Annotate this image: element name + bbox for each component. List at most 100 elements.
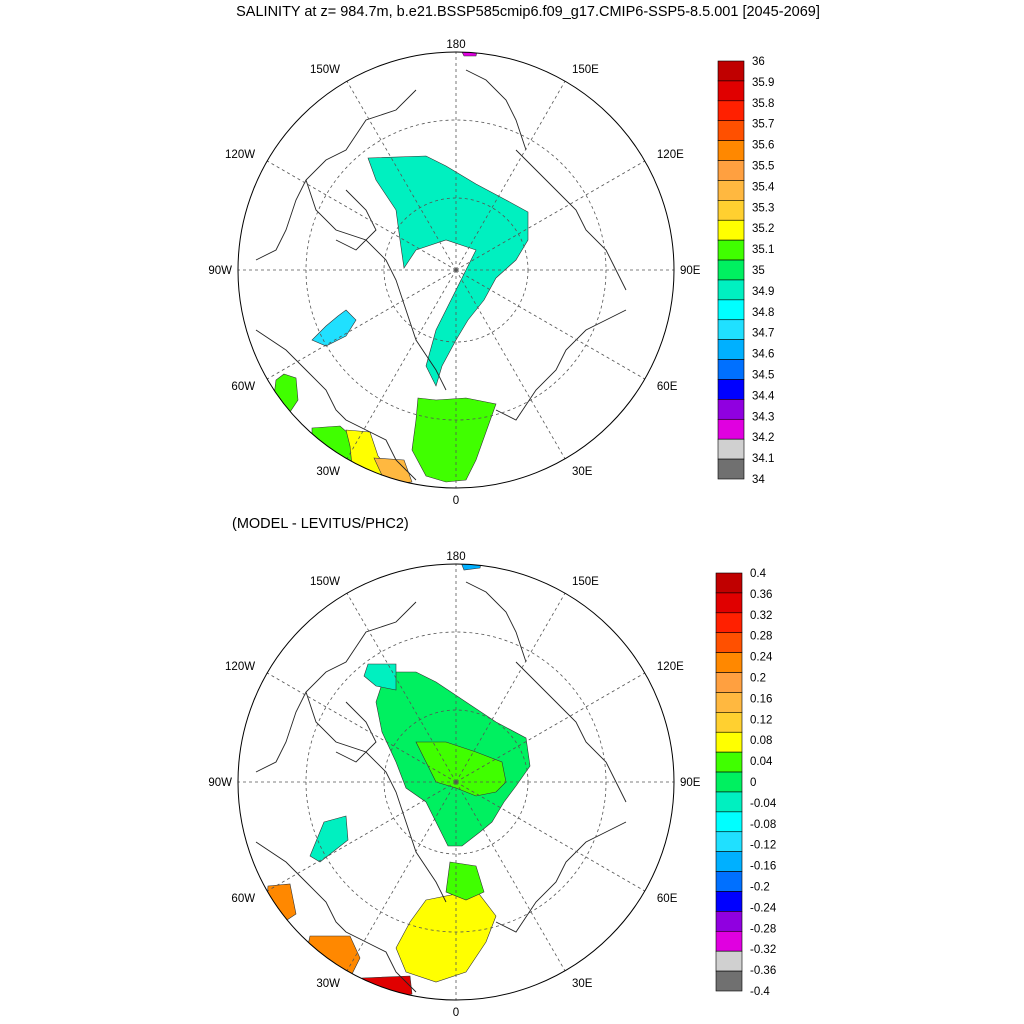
colorbar-tick-label: -0.4 (750, 986, 770, 998)
meridian-line (455, 781, 566, 971)
meridian-line (346, 81, 457, 271)
coastline (305, 179, 447, 391)
meridian-line (455, 593, 566, 783)
meridian-line (346, 269, 457, 459)
coastline (515, 661, 627, 803)
meridian-line (267, 672, 457, 783)
coastline (515, 149, 627, 291)
map-region-diff-4 (445, 861, 485, 901)
coastline (495, 821, 627, 933)
lon-90w-label: 90W (208, 265, 232, 277)
colorbar-tick-label: 0.24 (750, 652, 773, 664)
colorbar-tick-label: 34.4 (752, 390, 775, 402)
colorbar-tick-label: 0.32 (750, 610, 772, 622)
salinity-map-panel: 0 30E 60E 90E 120E 150E 180 150W 120W 90W 60W 30W (208, 39, 700, 507)
meridian-line (455, 81, 566, 271)
colorbar-tick-label: 0.36 (750, 589, 772, 601)
colorbar-swatch (715, 930, 743, 952)
lon-30w-label: 30W (316, 978, 340, 990)
colorbar-swatch (715, 871, 743, 892)
lon-90e-label: 90E (680, 777, 701, 789)
coastline (255, 329, 417, 481)
colorbar-swatch (717, 140, 745, 161)
colorbar-tick-label: 34.8 (752, 307, 774, 319)
colorbar-swatch (717, 399, 745, 420)
colorbar-tick-label: 35.7 (752, 119, 774, 131)
colorbar-swatch (715, 771, 743, 793)
colorbar-tick-label: -0.16 (750, 861, 776, 873)
colorbar-tick-label: -0.04 (750, 798, 777, 810)
map-region-diff-5 (309, 815, 349, 863)
coastline (335, 701, 377, 763)
lon-90e-label: 90E (680, 265, 701, 277)
lon-60w-label: 60W (231, 893, 255, 905)
colorbar-tick-label: 35.1 (752, 244, 774, 256)
map-region-salinity-0 (367, 155, 529, 387)
colorbar-swatch (717, 180, 745, 201)
colorbar-tick-label: 34.7 (752, 328, 774, 340)
colorbar-swatch (717, 319, 745, 340)
colorbar-swatch (715, 612, 743, 634)
meridian-line (267, 269, 457, 380)
coastline (255, 841, 417, 993)
lon-150e-label: 150E (572, 64, 599, 76)
meridian-line (267, 781, 457, 892)
coastline (495, 309, 627, 421)
map-region-salinity-2 (311, 309, 357, 347)
colorbar-tick-label: 34.6 (752, 349, 774, 361)
colorbar-swatch (715, 911, 743, 932)
lon-120w-label: 120W (225, 661, 255, 673)
colorbar-swatch (715, 851, 743, 872)
colorbar-swatch (715, 672, 743, 693)
map-region-diff-7 (305, 935, 361, 983)
colorbar-tick-label: 0.2 (750, 673, 766, 685)
colorbar-swatch (717, 299, 745, 321)
colorbar-tick-label: -0.32 (750, 944, 776, 956)
colorbar-swatch (717, 60, 745, 82)
lon-150w-label: 150W (310, 64, 340, 76)
map-region-diff-1 (415, 741, 507, 797)
lon-120w-label: 120W (225, 149, 255, 161)
lon-180-label: 180 (446, 551, 465, 563)
colorbar-swatch (715, 891, 743, 912)
coastline (255, 89, 417, 261)
colorbar-tick-label: 34.3 (752, 411, 774, 423)
map-region-salinity-7 (459, 52, 479, 57)
colorbar-tick-label: 35 (752, 265, 765, 277)
colorbar-swatch (717, 259, 745, 281)
colorbar-swatch (715, 712, 743, 733)
lon-30e-label: 30E (572, 978, 593, 990)
coastline (305, 691, 447, 903)
colorbar-swatch (717, 379, 745, 400)
colorbar-tick-label: 35.9 (752, 77, 774, 89)
colorbar-tick-label: 0.28 (750, 631, 772, 643)
lon-120e-label: 120E (657, 661, 684, 673)
colorbar-swatch (717, 418, 745, 440)
map-region-diff-6 (265, 883, 297, 927)
colorbar-tick-label: 0.16 (750, 693, 772, 705)
colorbar-swatch (715, 831, 743, 852)
colorbar-tick-label: 35.8 (752, 98, 774, 110)
lon-150e-label: 150E (572, 576, 599, 588)
map-region-diff-9 (459, 564, 483, 571)
colorbar-tick-label: 0.08 (750, 735, 772, 747)
lon-90w-label: 90W (208, 777, 232, 789)
colorbar-tick-label: 36 (752, 56, 765, 68)
colorbar-tick-label: -0.36 (750, 965, 776, 977)
lon-60e-label: 60E (657, 893, 678, 905)
meridian-line (455, 160, 645, 271)
colorbar-tick-label: -0.2 (750, 882, 770, 894)
colorbar-swatch (717, 359, 745, 380)
meridian-line (455, 269, 566, 459)
map-region-diff-2 (363, 663, 397, 691)
colorbar-swatch (717, 200, 745, 221)
colorbar-tick-label: 34.9 (752, 286, 774, 298)
lon-0-label: 0 (453, 495, 459, 507)
colorbar-tick-label: 35.2 (752, 223, 774, 235)
colorbar-swatch (717, 160, 745, 181)
colorbar-swatch (715, 592, 743, 614)
colorbar-swatch (717, 219, 745, 241)
colorbar-tick-label: 0.12 (750, 714, 772, 726)
colorbar-swatch (715, 652, 743, 673)
